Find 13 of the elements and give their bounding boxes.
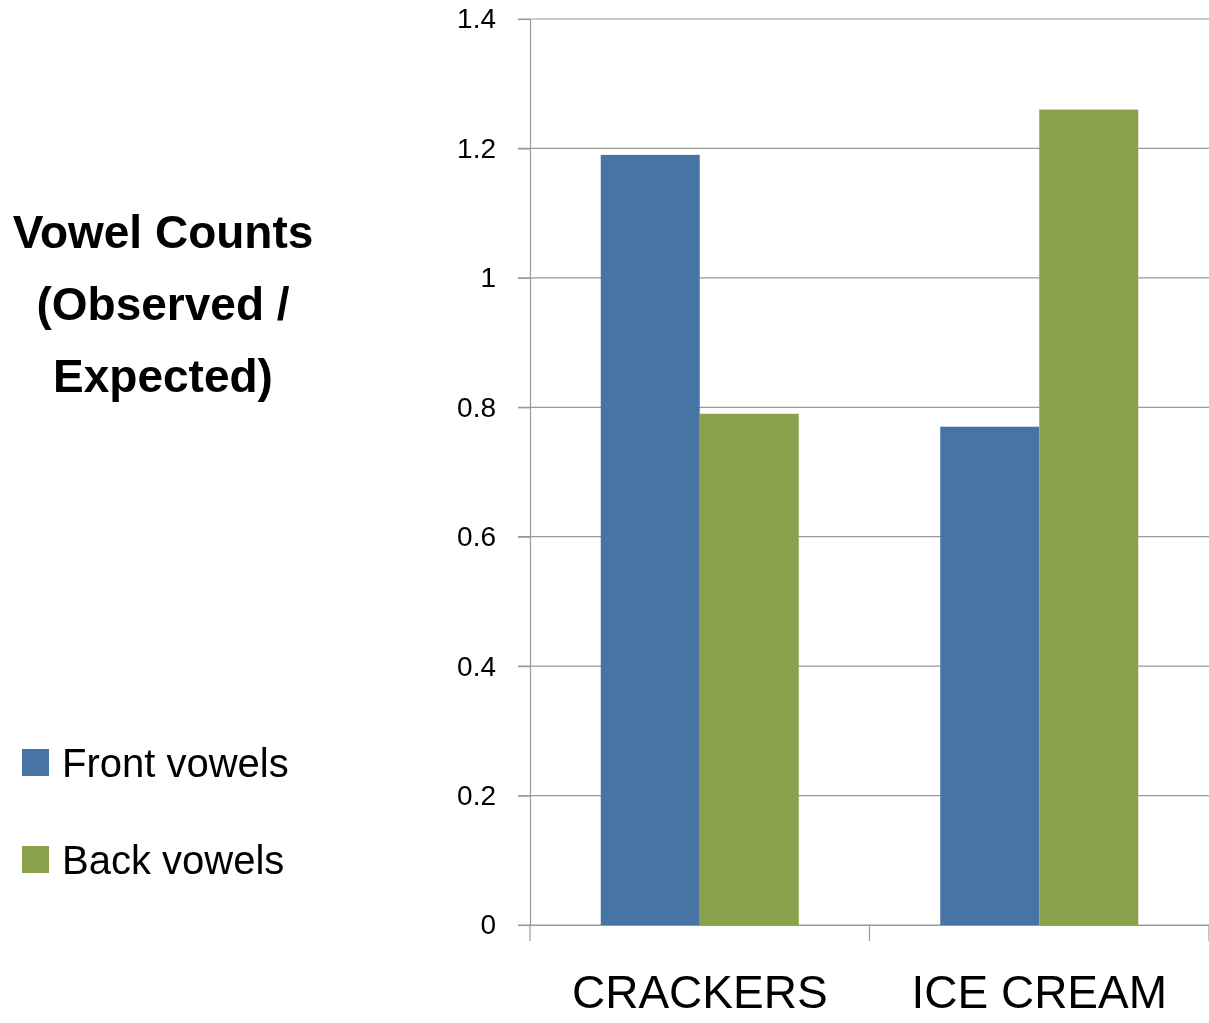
y-tick-label: 0.6: [457, 521, 496, 553]
legend-label: Back vowels: [62, 838, 285, 882]
y-axis-title: Vowel Counts (Observed / Expected): [12, 206, 314, 402]
y-tick-label: 0.4: [457, 650, 496, 682]
y-tick-label: 1: [480, 262, 496, 294]
x-tick-label: ICE CREAM: [911, 965, 1168, 1018]
y-tick-label: 1.2: [457, 132, 496, 164]
y-tick-label: 0: [480, 909, 496, 941]
y-tick-label: 0.2: [457, 780, 496, 812]
legend-label: Front vowels: [62, 741, 289, 785]
y-tick-label: 1.4: [457, 3, 496, 35]
x-tick-label: CRACKERS: [571, 965, 828, 1018]
y-tick-label: 0.8: [457, 391, 496, 423]
